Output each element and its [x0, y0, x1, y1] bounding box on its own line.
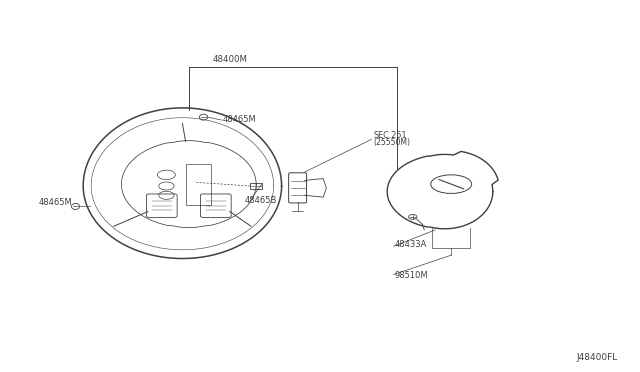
- Text: (25550M): (25550M): [374, 138, 411, 147]
- Text: 48433A: 48433A: [394, 240, 427, 249]
- Text: 98510M: 98510M: [394, 271, 428, 280]
- Text: SEC.251: SEC.251: [374, 131, 407, 140]
- Bar: [250, 183, 262, 189]
- Text: J48400FL: J48400FL: [577, 353, 618, 362]
- Text: 48465B: 48465B: [244, 196, 277, 205]
- Text: 48465M: 48465M: [38, 198, 72, 207]
- Bar: [186, 164, 211, 205]
- Text: 48465M: 48465M: [223, 115, 257, 124]
- Text: 48400M: 48400M: [213, 55, 248, 64]
